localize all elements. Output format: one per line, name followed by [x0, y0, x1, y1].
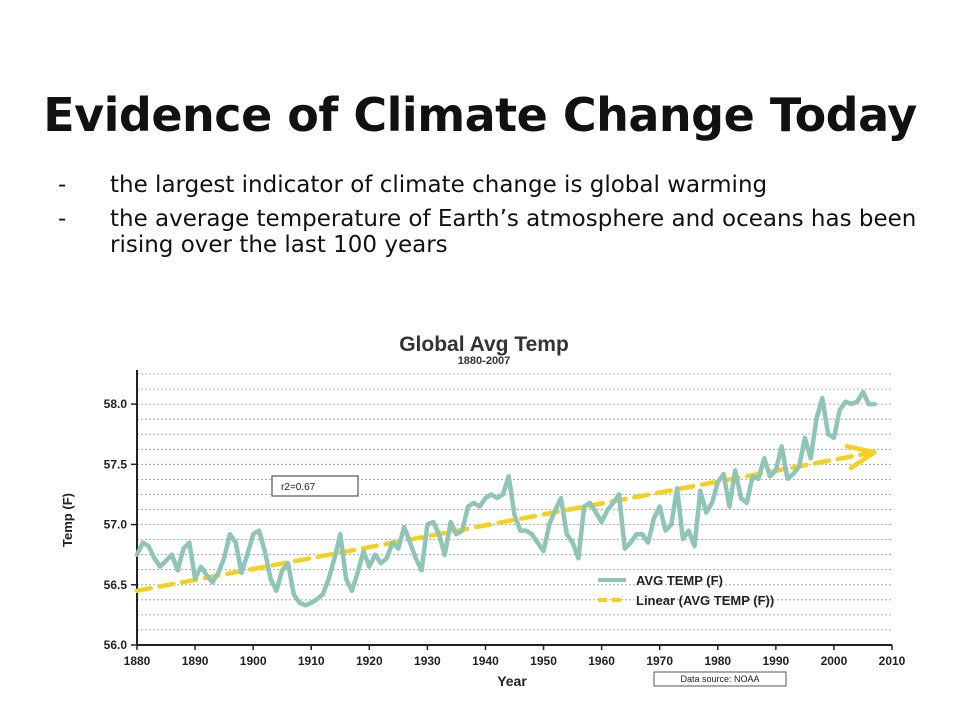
x-tick-label: 2000 — [821, 654, 848, 668]
source-box — [653, 671, 787, 687]
x-tick-label: 1890 — [182, 654, 209, 668]
annotation-text: r2=0.67 — [281, 482, 316, 493]
x-tick-label: 1920 — [356, 654, 383, 668]
trend-line — [134, 451, 871, 594]
source-text: Data source: NOAA — [680, 674, 759, 684]
y-tick-label: 57.0 — [104, 518, 128, 532]
series-layer — [134, 389, 877, 608]
y-tick-label: 56.0 — [104, 638, 128, 652]
y-axis-label: Temp (F) — [60, 493, 75, 547]
chart-subtitle: 1880-2007 — [458, 355, 511, 367]
x-tick-label: 1980 — [704, 654, 731, 668]
legend-label-linear: Linear (AVG TEMP (F)) — [636, 593, 774, 608]
x-tick-label: 1990 — [762, 654, 789, 668]
bullet-marker: - — [58, 172, 67, 198]
bullet-item: - the average temperature of Earth’s atm… — [58, 206, 918, 258]
bullet-item: - the largest indicator of climate chang… — [58, 172, 918, 198]
legend-label-avg-temp: AVG TEMP (F) — [636, 573, 723, 588]
x-tick-label: 2010 — [879, 654, 906, 668]
x-tick-label: 1900 — [240, 654, 267, 668]
bullet-text: the largest indicator of climate change … — [110, 172, 768, 198]
x-tick-label: 1930 — [414, 654, 441, 668]
trend-line-layer — [134, 444, 877, 594]
x-tick-labels: 1880 1890 1900 1910 1920 1930 1940 1950 1960 1970… — [124, 645, 906, 668]
chart-title: Global Avg Temp — [399, 333, 569, 356]
y-tick-labels: 56.0 56.5 57.0 57.5 58.0 — [104, 397, 137, 652]
y-tick-label: 56.5 — [104, 578, 128, 592]
x-tick-label: 1950 — [530, 654, 557, 668]
x-axis-label: Year — [497, 673, 527, 689]
axes — [136, 370, 892, 646]
slide-title: Evidence of Climate Change Today — [43, 87, 917, 142]
global-avg-temp-chart: Global Avg Temp 1880-2007 56.0 56.5 57.0 57… — [60, 333, 906, 689]
avg-temp-series-line — [134, 389, 877, 608]
y-tick-label: 58.0 — [104, 397, 128, 411]
chart-legend: AVG TEMP (F) Linear (AVG TEMP (F)) — [598, 573, 774, 608]
r2-annotation: r2=0.67 — [271, 475, 359, 497]
x-tick-label: 1940 — [472, 654, 499, 668]
x-tick-label: 1970 — [646, 654, 673, 668]
data-source-note: Data source: NOAA — [653, 671, 787, 687]
bullet-list: - the largest indicator of climate chang… — [58, 172, 918, 266]
bullet-text: the average temperature of Earth’s atmos… — [110, 206, 917, 258]
x-tick-label: 1960 — [588, 654, 615, 668]
gridlines — [137, 373, 892, 631]
x-tick-label: 1910 — [298, 654, 325, 668]
annotation-box — [271, 475, 359, 497]
bullet-marker: - — [58, 206, 67, 232]
y-tick-label: 57.5 — [104, 457, 128, 471]
x-tick-label: 1880 — [124, 654, 151, 668]
trend-arrow-head — [844, 444, 877, 471]
